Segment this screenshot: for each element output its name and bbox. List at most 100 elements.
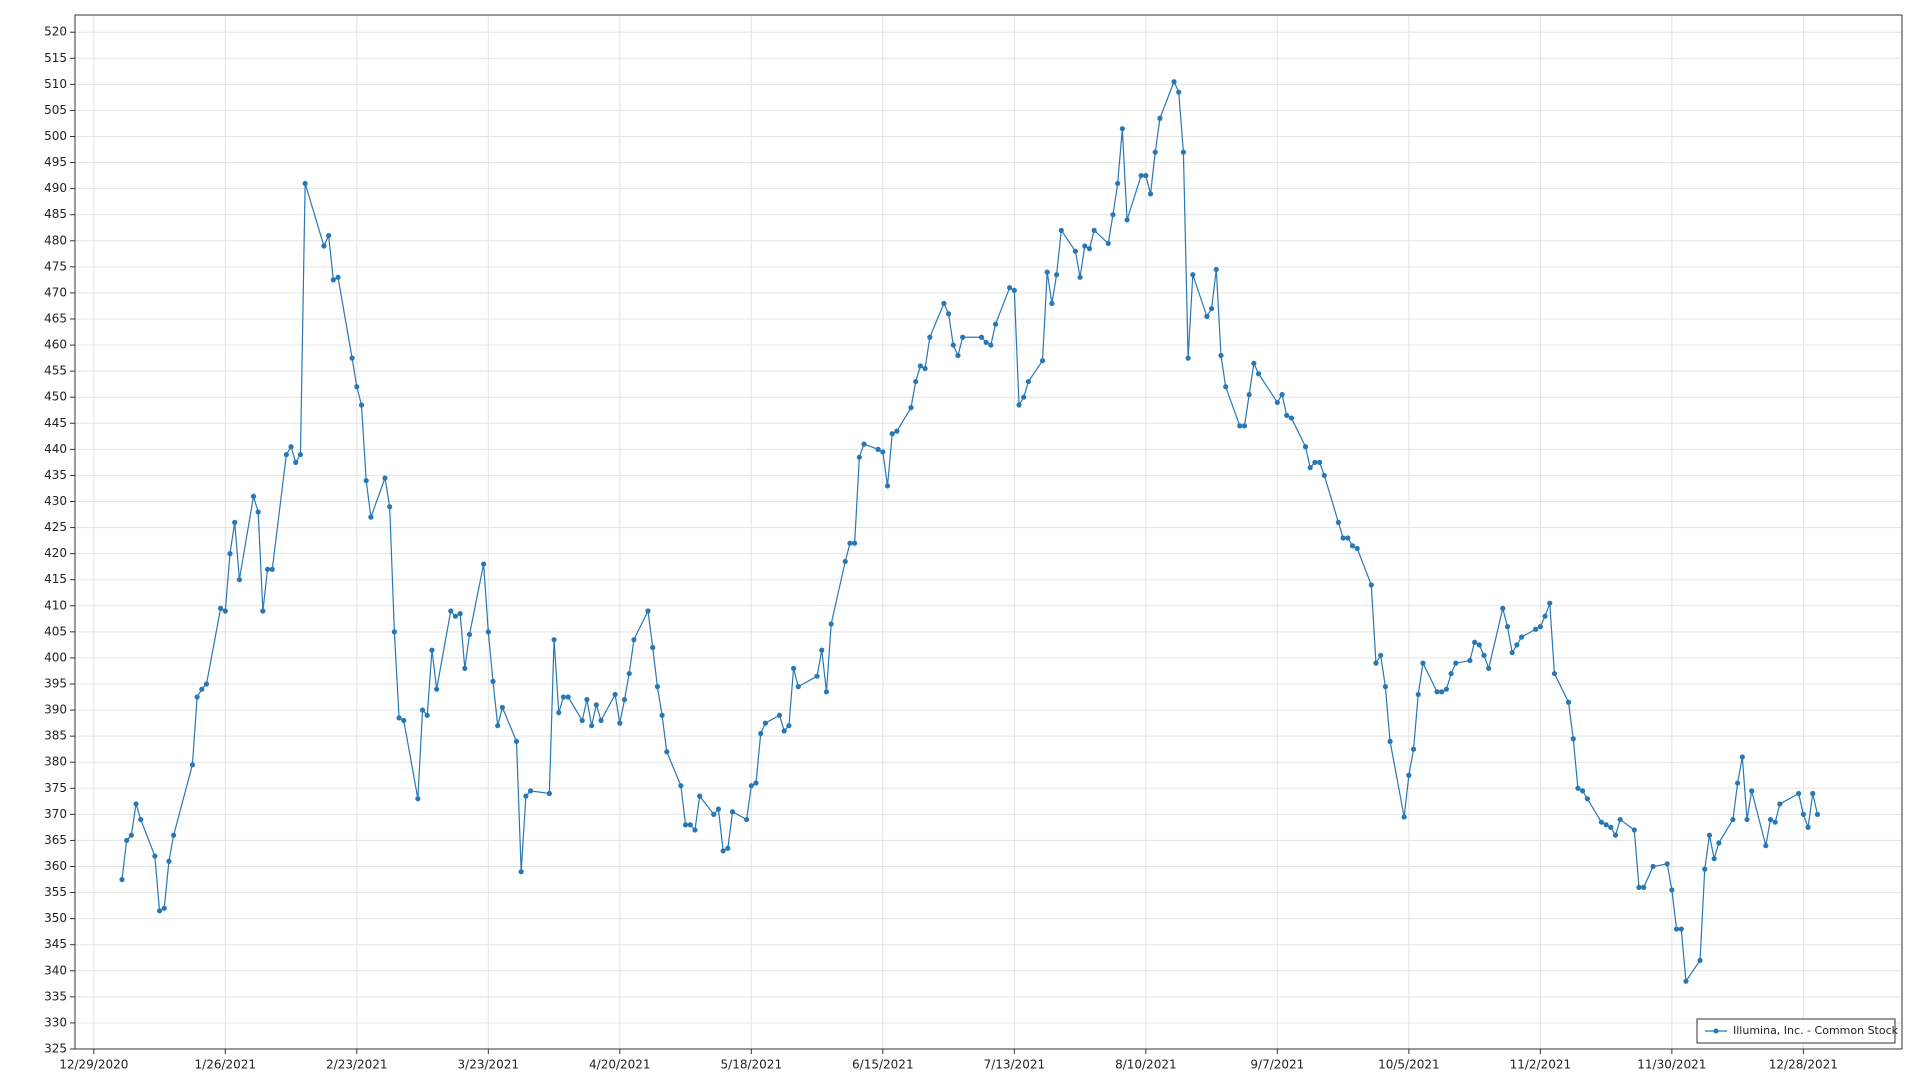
data-point bbox=[335, 274, 341, 280]
data-point bbox=[692, 827, 698, 833]
legend-box bbox=[1696, 1018, 1896, 1044]
data-point bbox=[1467, 657, 1473, 664]
data-point bbox=[1213, 266, 1219, 273]
data-point bbox=[326, 232, 332, 239]
data-point bbox=[1091, 227, 1097, 233]
data-point bbox=[1739, 754, 1745, 760]
data-point bbox=[819, 647, 825, 653]
data-point bbox=[1302, 444, 1309, 450]
data-point bbox=[1237, 423, 1243, 429]
data-point bbox=[1810, 790, 1816, 797]
y-tick-label: 415 bbox=[44, 572, 67, 586]
y-tick-label: 395 bbox=[44, 676, 67, 690]
data-point bbox=[776, 712, 783, 718]
data-point bbox=[1147, 191, 1154, 197]
data-point bbox=[203, 681, 210, 687]
data-point bbox=[875, 446, 881, 452]
data-point bbox=[1453, 660, 1459, 666]
data-point bbox=[1241, 423, 1248, 429]
y-tick-label: 490 bbox=[44, 181, 67, 195]
data-point bbox=[260, 608, 266, 614]
data-point bbox=[1307, 465, 1313, 471]
data-point bbox=[1636, 884, 1642, 890]
data-point bbox=[645, 608, 651, 614]
data-point bbox=[1608, 824, 1614, 830]
data-point bbox=[1251, 360, 1257, 366]
data-point bbox=[250, 493, 257, 499]
data-point bbox=[945, 311, 952, 317]
data-point bbox=[1284, 412, 1290, 419]
data-point bbox=[880, 449, 886, 455]
y-tick-label: 460 bbox=[44, 338, 67, 352]
x-tick-label: 12/29/2020 bbox=[59, 1058, 128, 1072]
data-point bbox=[1223, 384, 1229, 390]
data-point bbox=[1735, 780, 1741, 786]
data-point bbox=[1354, 545, 1360, 552]
data-point bbox=[546, 790, 552, 797]
data-point bbox=[1410, 746, 1417, 752]
data-point bbox=[1204, 313, 1210, 319]
data-point bbox=[1584, 796, 1590, 802]
data-point bbox=[913, 378, 919, 385]
y-tick-label: 510 bbox=[44, 77, 67, 91]
y-tick-label: 370 bbox=[44, 807, 67, 821]
data-point bbox=[518, 869, 524, 875]
data-point bbox=[264, 566, 271, 572]
data-point bbox=[1547, 600, 1553, 606]
data-point bbox=[1274, 399, 1280, 406]
data-point bbox=[1368, 582, 1374, 588]
data-point bbox=[227, 551, 233, 557]
x-tick-label: 3/23/2021 bbox=[458, 1058, 520, 1072]
data-point bbox=[950, 342, 956, 348]
data-point bbox=[194, 694, 200, 700]
data-point bbox=[166, 858, 172, 864]
data-point bbox=[1044, 269, 1050, 275]
data-point bbox=[1749, 788, 1755, 794]
y-tick-label: 445 bbox=[44, 416, 67, 430]
data-point bbox=[368, 514, 374, 520]
y-tick-label: 440 bbox=[44, 442, 67, 456]
data-point bbox=[988, 342, 994, 348]
data-point bbox=[1312, 459, 1318, 465]
data-point bbox=[1472, 639, 1478, 645]
data-point bbox=[481, 561, 487, 567]
data-point bbox=[358, 402, 365, 408]
data-point bbox=[1486, 665, 1492, 671]
data-point bbox=[1208, 305, 1215, 312]
data-point bbox=[1105, 240, 1111, 246]
data-point bbox=[1570, 736, 1576, 742]
data-point bbox=[161, 905, 167, 911]
y-tick-label: 455 bbox=[44, 364, 67, 378]
data-point bbox=[1439, 689, 1445, 695]
data-point bbox=[814, 673, 820, 679]
y-tick-label: 385 bbox=[44, 729, 67, 743]
data-point bbox=[119, 876, 125, 883]
y-tick-label: 495 bbox=[44, 155, 67, 169]
data-point bbox=[1772, 819, 1778, 825]
x-tick-label: 12/28/2021 bbox=[1769, 1058, 1838, 1072]
data-point bbox=[579, 717, 585, 724]
data-point bbox=[1664, 861, 1670, 867]
data-point bbox=[617, 720, 623, 726]
data-point bbox=[1420, 660, 1426, 666]
data-point bbox=[795, 684, 801, 690]
data-point bbox=[1255, 371, 1262, 377]
data-point bbox=[1434, 689, 1440, 695]
data-point bbox=[1706, 832, 1713, 838]
data-point bbox=[556, 710, 562, 716]
data-point bbox=[1082, 243, 1088, 249]
data-point bbox=[1288, 415, 1295, 421]
data-point bbox=[1598, 819, 1605, 825]
data-point bbox=[527, 788, 534, 794]
data-point bbox=[1185, 355, 1191, 361]
data-point bbox=[856, 454, 862, 460]
data-point bbox=[1697, 957, 1703, 963]
data-point bbox=[448, 608, 454, 614]
data-point bbox=[1110, 212, 1116, 218]
data-point bbox=[842, 558, 848, 565]
data-point bbox=[861, 441, 867, 447]
y-tick-label: 340 bbox=[44, 963, 67, 977]
data-point bbox=[758, 730, 764, 737]
data-point bbox=[1448, 670, 1454, 677]
